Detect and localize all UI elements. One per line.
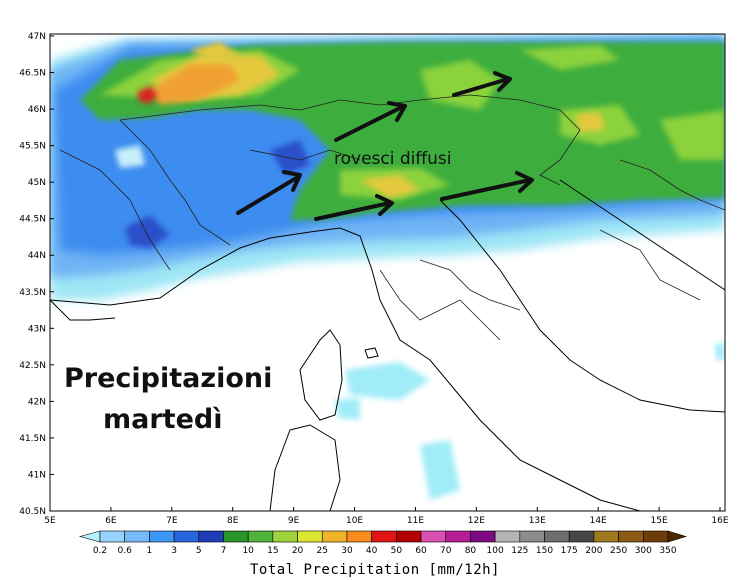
lat-tick-label: 40.5N [19,507,46,517]
arrow-2 [314,194,394,221]
lon-tick-label: 14E [590,516,607,526]
colorbar-label: 7 [221,546,227,556]
colorbar-swatch [396,530,422,543]
lon-tick-label: 11E [407,516,424,526]
lat-tick-label: 46.5N [19,69,46,79]
colorbar-label: 100 [487,546,504,556]
colorbar-swatch [149,530,175,543]
colorbar-labels: 0.2 0.6 1 3 5 7 10 15 20 25 30 40 50 60 70 80 100 125 150 1… [93,546,677,556]
colorbar-label: 25 [317,546,328,556]
colorbar-swatch [124,530,150,543]
colorbar-swatch [494,530,521,543]
title-line-2: martedì [103,404,222,435]
arrow-1 [236,170,302,215]
colorbar-swatch [568,530,595,543]
colorbar-swatch [544,530,570,543]
lat-tick-label: 42N [28,397,46,407]
colorbar-max-triangle [667,530,688,543]
lon-tick-label: 16E [711,516,728,526]
lat-tick-label: 43.5N [19,288,46,298]
arrow-4 [452,71,512,97]
colorbar-label: 10 [242,546,254,556]
showers-annotation: rovesci diffusi [334,149,451,169]
lat-tick-label: 45.5N [19,142,46,152]
lat-tick-label: 41.5N [19,434,46,444]
colorbar-swatch [99,530,125,543]
colorbar-swatch [420,530,447,543]
colorbar-label: 15 [267,546,278,556]
lat-tick-label: 42.5N [19,361,46,371]
lon-tick-label: 9E [288,516,300,526]
precipitation-field [50,34,725,500]
lat-tick-label: 44.5N [19,215,46,225]
lon-tick-label: 7E [166,516,178,526]
lon-tick-label: 12E [468,516,485,526]
colorbar [78,530,688,543]
lon-tick-label: 15E [651,516,668,526]
colorbar-swatch [173,530,200,543]
lon-tick-label: 5E [44,516,56,526]
colorbar-label: 80 [465,546,477,556]
coastlines [50,179,725,511]
colorbar-swatch [519,530,545,543]
map-frame [49,33,726,512]
colorbar-label: 1 [147,546,153,556]
colorbar-label: 125 [511,546,528,556]
latitude-ticks: 47N 46.5N 46N 45.5N 45N 44.5N 44N 43.5N 43N 42.5N… [19,32,54,517]
lon-tick-label: 13E [529,516,546,526]
colorbar-label: 40 [366,546,378,556]
colorbar-label: 5 [196,546,202,556]
colorbar-swatch [643,530,669,543]
colorbar-label: 0.6 [118,546,133,556]
colorbar-swatch [272,530,298,543]
colorbar-label: 150 [536,546,553,556]
colorbar-swatch [470,530,496,543]
colorbar-label: 175 [561,546,578,556]
colorbar-swatch [618,530,644,543]
colorbar-swatch [198,530,224,543]
colorbar-label: 70 [440,546,452,556]
colorbar-swatch [371,530,397,543]
title-line-1: Precipitazioni [64,363,272,394]
colorbar-min-triangle [78,530,101,543]
lat-tick-label: 41N [28,470,46,480]
colorbar-swatch [321,530,348,543]
colorbar-label: 3 [171,546,177,556]
arrow-5 [440,171,534,201]
colorbar-label: 200 [585,546,602,556]
lon-tick-label: 8E [227,516,239,526]
colorbar-label: 250 [610,546,627,556]
colorbar-swatch [247,530,274,543]
wind-arrows [236,71,534,221]
colorbar-label: 30 [341,546,353,556]
lat-tick-label: 43N [28,324,46,334]
arrow-3 [334,101,407,142]
colorbar-label: 20 [292,546,304,556]
colorbar-swatch [346,530,372,543]
colorbar-title: Total Precipitation [mm/12h] [250,562,500,578]
colorbar-swatch [223,530,249,543]
lon-tick-label: 6E [105,516,117,526]
lon-tick-label: 10E [346,516,363,526]
lat-tick-label: 44N [28,251,46,261]
colorbar-swatch [593,530,619,543]
colorbar-label: 50 [391,546,403,556]
longitude-ticks: 5E 6E 7E 8E 9E 10E 11E 12E 13E 14E 15E 16E [44,507,729,526]
colorbar-label: 0.2 [93,546,107,556]
borders [59,94,725,341]
colorbar-swatch [297,530,323,543]
colorbar-label: 60 [415,546,427,556]
lat-tick-label: 47N [28,32,46,42]
lat-tick-label: 45N [28,178,46,188]
colorbar-label: 350 [659,546,676,556]
lat-tick-label: 46N [28,105,46,115]
colorbar-swatch [445,530,471,543]
colorbar-label: 300 [635,546,652,556]
